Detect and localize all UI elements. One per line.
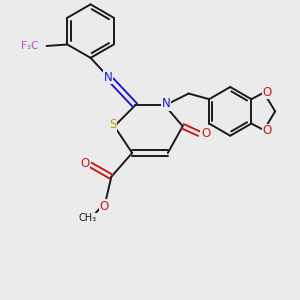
Text: N: N xyxy=(162,98,171,110)
Text: O: O xyxy=(201,127,210,140)
Text: O: O xyxy=(99,200,109,213)
Text: O: O xyxy=(262,85,272,98)
Text: CH₃: CH₃ xyxy=(79,213,97,224)
Text: F₃C: F₃C xyxy=(21,41,39,51)
Text: O: O xyxy=(80,157,89,170)
Text: O: O xyxy=(262,124,272,137)
Text: N: N xyxy=(103,71,112,84)
Text: S: S xyxy=(109,118,116,131)
